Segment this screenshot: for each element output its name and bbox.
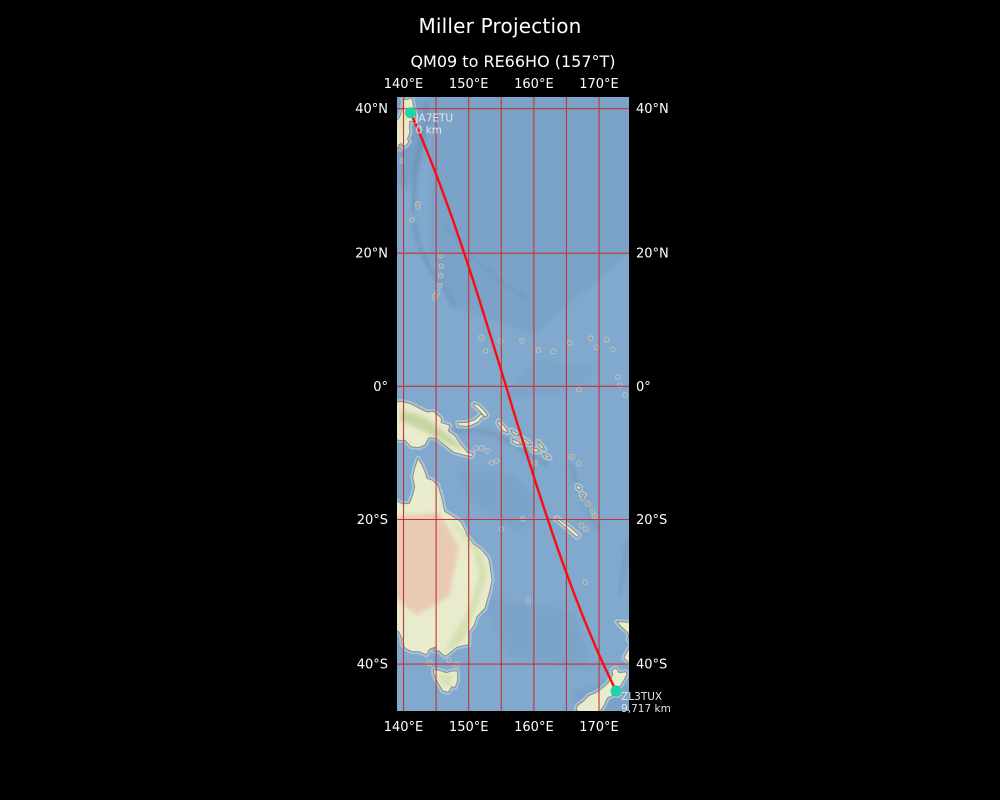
map-clipped-layers <box>397 97 629 711</box>
figure-title: Miller Projection <box>418 14 582 38</box>
deep-water-shade <box>481 596 593 672</box>
islet <box>551 349 556 354</box>
islet <box>536 348 540 352</box>
tick-left-20n: 20°N <box>355 247 388 262</box>
islet <box>416 205 420 209</box>
islet <box>577 387 581 392</box>
start-distance-label: 0 km <box>416 125 442 137</box>
islet <box>484 349 488 353</box>
end-distance-label: 9,717 km <box>621 703 671 715</box>
land-new-caledonia <box>554 517 580 538</box>
tick-right-20s: 20°S <box>636 513 667 528</box>
tick-top-140e: 140°E <box>384 77 424 92</box>
land-makira <box>542 453 551 459</box>
islet <box>569 454 574 459</box>
deep-water-shade <box>429 97 629 334</box>
islet <box>439 274 443 278</box>
islet <box>580 496 585 501</box>
islet <box>416 202 420 206</box>
deep-water-shade <box>455 472 541 534</box>
tick-bottom-160e: 160°E <box>514 720 554 735</box>
land-new-ireland <box>472 402 489 418</box>
land-nz-south-island <box>575 667 628 711</box>
tick-bottom-150e: 150°E <box>449 720 489 735</box>
japan-izu-trench <box>412 101 429 213</box>
islet <box>410 218 414 222</box>
islet <box>398 147 402 151</box>
islet <box>616 375 620 379</box>
land-choiseul <box>510 429 521 437</box>
islet <box>577 462 581 466</box>
islet <box>480 446 484 450</box>
tick-bottom-140e: 140°E <box>384 720 424 735</box>
islet <box>588 336 593 340</box>
tick-right-40n: 40°N <box>636 102 669 117</box>
terrain-australia-interior <box>397 512 459 615</box>
islet <box>568 341 572 345</box>
land-bougainville <box>496 420 509 434</box>
islet <box>590 509 595 514</box>
land-new-georgia <box>511 438 523 446</box>
land-espiritu-santo <box>576 484 582 491</box>
islet <box>447 658 451 662</box>
islet <box>592 514 597 519</box>
seamount-ridge <box>444 224 526 299</box>
islet <box>611 347 615 351</box>
land-malakula <box>580 492 586 497</box>
islet <box>438 284 442 288</box>
islet <box>526 598 530 602</box>
route-subtitle: QM09 to RE66HO (157°T) <box>410 52 616 71</box>
islet <box>583 580 587 584</box>
deep-water-shade <box>501 360 599 400</box>
end-marker <box>610 685 622 697</box>
terrain-new-guinea-highlands <box>400 409 466 451</box>
tick-top-160e: 160°E <box>514 77 554 92</box>
tick-left-40n: 40°N <box>355 102 388 117</box>
islet <box>623 393 627 397</box>
tick-right-0: 0° <box>636 380 651 395</box>
mariana-trench <box>412 220 455 307</box>
tick-left-40s: 40°S <box>357 658 388 673</box>
tick-left-20s: 20°S <box>357 513 388 528</box>
islet <box>594 345 599 350</box>
islet <box>605 337 609 342</box>
terrain-tasmania-green <box>437 674 453 687</box>
islet <box>439 264 443 268</box>
tick-bottom-170e: 170°E <box>579 720 619 735</box>
islet <box>495 459 499 463</box>
kermadec-edge <box>618 538 629 595</box>
islet <box>479 335 483 340</box>
islet <box>489 461 494 465</box>
islet <box>485 449 490 453</box>
tick-left-0: 0° <box>373 380 388 395</box>
islet <box>585 501 591 507</box>
islet <box>474 446 478 451</box>
terrain-australia-east-ranges <box>436 489 487 654</box>
islet <box>439 253 443 258</box>
islet <box>584 527 588 531</box>
great-circle-track <box>409 111 618 693</box>
start-marker <box>405 107 417 119</box>
tick-right-40s: 40°S <box>636 658 667 673</box>
tick-right-20n: 20°N <box>636 247 669 262</box>
islet <box>520 339 524 343</box>
start-callsign-label: JA7ETU <box>415 113 454 125</box>
land-nz-north-island <box>616 621 629 664</box>
land-malaita <box>537 440 546 451</box>
end-callsign-label: ZL3TUX <box>621 691 662 703</box>
islet <box>579 523 584 528</box>
tick-top-170e: 170°E <box>579 77 619 92</box>
tick-top-150e: 150°E <box>449 77 489 92</box>
land-hokkaido <box>403 97 407 99</box>
